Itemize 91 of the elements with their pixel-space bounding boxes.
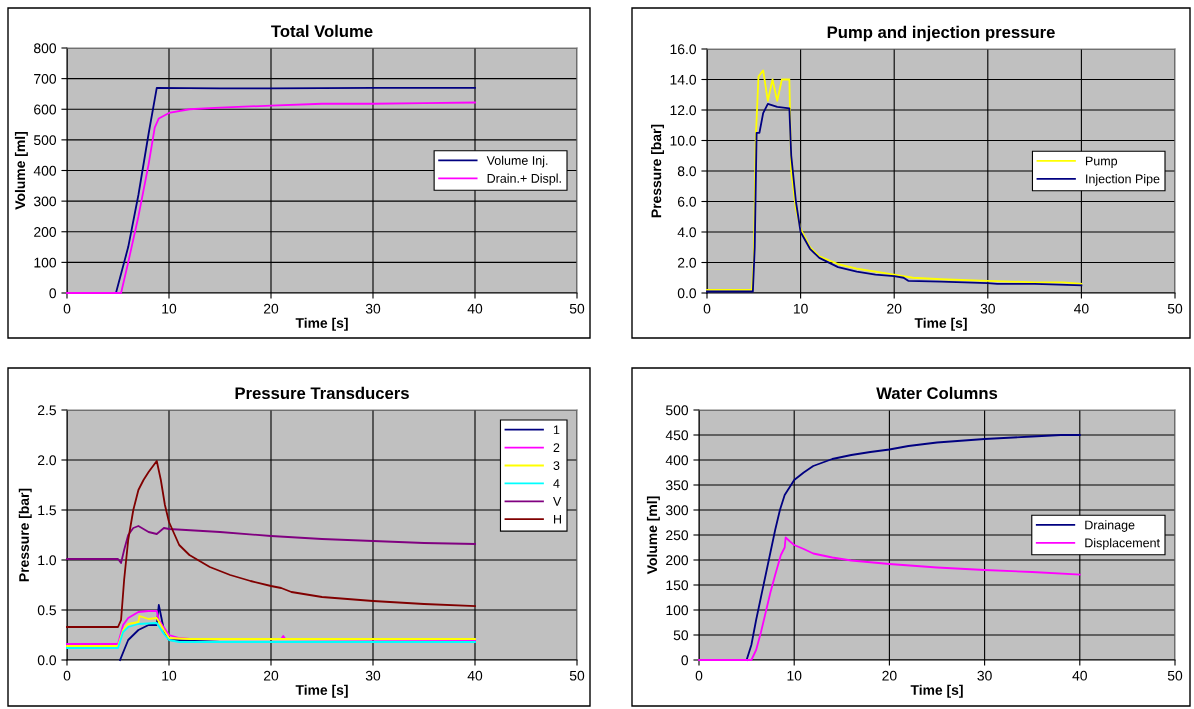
y-tick-label: 500 xyxy=(665,405,689,416)
x-tick-label: 30 xyxy=(365,303,381,314)
x-tick-label: 20 xyxy=(263,670,279,681)
y-tick-label: 0.0 xyxy=(37,655,57,666)
line-series xyxy=(698,536,1081,661)
x-tick-label: 50 xyxy=(569,303,585,314)
x-tick-label: 30 xyxy=(980,303,995,314)
line-series xyxy=(66,101,476,294)
y-tick-label: 400 xyxy=(33,165,57,176)
y-axis-title: Pressure [bar] xyxy=(18,488,32,582)
x-tick-label: 0 xyxy=(63,303,71,314)
x-tick-label: 40 xyxy=(467,303,483,314)
x-tick-label: 40 xyxy=(467,670,483,681)
line-series xyxy=(745,434,1081,661)
x-tick-label: 40 xyxy=(1072,670,1087,681)
y-tick-label: 350 xyxy=(665,480,689,491)
x-tick-label: 0 xyxy=(703,303,711,314)
y-tick-label: 450 xyxy=(665,430,689,441)
x-axis-title: Time [s] xyxy=(914,317,967,331)
y-tick-label: 2.5 xyxy=(37,405,56,416)
y-tick-label: 0 xyxy=(681,655,689,666)
x-tick-label: 10 xyxy=(162,303,177,314)
line-series xyxy=(115,86,476,294)
x-tick-label: 10 xyxy=(162,670,177,681)
x-tick-label: 30 xyxy=(365,670,381,681)
y-tick-label: 2.0 xyxy=(677,257,697,268)
chart-title: Pump and injection pressure xyxy=(827,25,1055,42)
x-tick-label: 50 xyxy=(569,670,585,681)
y-tick-label: 0.0 xyxy=(677,288,697,299)
legend-label: Pump xyxy=(1085,156,1118,168)
y-tick-label: 700 xyxy=(34,73,57,84)
y-axis-title: Volume [ml] xyxy=(646,496,660,575)
x-tick-label: 20 xyxy=(887,303,902,314)
y-tick-label: 250 xyxy=(666,530,689,541)
x-tick-label: 50 xyxy=(1167,670,1183,681)
x-tick-label: 10 xyxy=(787,670,802,681)
legend-label: H xyxy=(554,514,561,524)
line-series xyxy=(66,622,476,649)
y-axis-title: Pressure [bar] xyxy=(651,124,664,218)
x-axis-title: Time [s] xyxy=(295,684,348,698)
chart-title: Total Volume xyxy=(271,24,373,38)
legend-label: Injection Pipe xyxy=(1086,174,1160,186)
y-axis-title: Volume [ml] xyxy=(14,132,28,210)
y-tick-label: 600 xyxy=(34,104,57,115)
x-tick-label: 30 xyxy=(977,670,992,681)
y-tick-label: 4.0 xyxy=(677,227,697,238)
x-axis-title: Time [s] xyxy=(295,317,348,331)
legend-label: 4 xyxy=(553,479,560,488)
x-tick-label: 50 xyxy=(1167,303,1183,314)
x-tick-label: 40 xyxy=(1074,303,1089,314)
legend-label: Volume Inj. xyxy=(486,155,548,168)
y-tick-label: 12.0 xyxy=(670,105,697,116)
y-tick-label: 50 xyxy=(673,630,689,641)
legend-label: 3 xyxy=(553,461,560,470)
y-tick-label: 1.0 xyxy=(38,555,57,566)
legend-label: Displacement xyxy=(1085,538,1160,550)
y-tick-label: 16.0 xyxy=(670,44,697,55)
line-series xyxy=(66,525,476,564)
x-tick-label: 20 xyxy=(263,303,279,314)
legend-label: Drain.+ Displ. xyxy=(487,173,561,186)
y-tick-label: 200 xyxy=(666,555,689,566)
chart-title: Pressure Transducers xyxy=(235,386,409,400)
chart-title: Water Columns xyxy=(876,386,998,400)
y-tick-label: 500 xyxy=(33,135,57,146)
y-tick-label: 800 xyxy=(34,43,57,54)
x-tick-label: 20 xyxy=(882,670,897,681)
y-tick-label: 0.5 xyxy=(37,605,56,616)
y-tick-label: 0 xyxy=(49,288,57,299)
y-tick-label: 100 xyxy=(666,605,689,616)
line-series xyxy=(706,102,1083,293)
y-tick-label: 14.0 xyxy=(670,74,697,85)
y-tick-label: 300 xyxy=(33,196,57,207)
y-tick-label: 2.0 xyxy=(37,455,57,466)
legend-label: V xyxy=(553,497,562,506)
y-tick-label: 400 xyxy=(665,455,689,466)
y-tick-label: 200 xyxy=(34,227,57,237)
x-axis-title: Time [s] xyxy=(910,684,963,698)
line-series xyxy=(706,69,1083,291)
y-tick-label: 10.0 xyxy=(670,135,697,146)
legend-label: 2 xyxy=(553,443,560,452)
y-tick-label: 150 xyxy=(666,580,689,591)
y-tick-label: 1.5 xyxy=(38,505,56,516)
line-series xyxy=(66,460,476,628)
x-tick-label: 10 xyxy=(793,303,808,314)
y-tick-label: 8.0 xyxy=(677,166,697,177)
y-tick-label: 300 xyxy=(665,505,689,516)
legend-label: Drainage xyxy=(1085,520,1135,532)
y-tick-label: 6.0 xyxy=(677,196,697,207)
x-tick-label: 0 xyxy=(63,670,71,681)
y-tick-label: 100 xyxy=(34,257,57,268)
legend-label: 1 xyxy=(553,425,560,435)
